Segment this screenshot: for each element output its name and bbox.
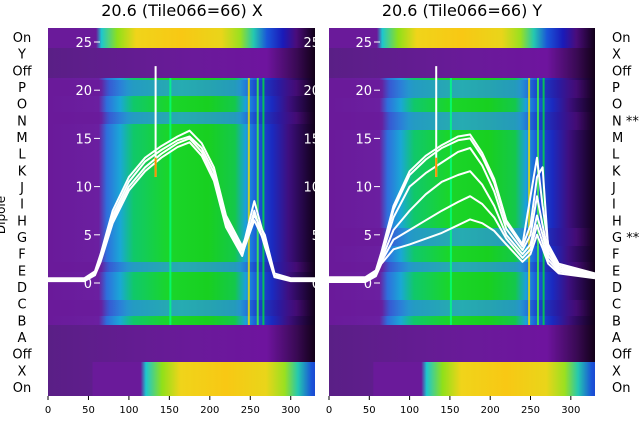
- dipole-label: Off: [612, 348, 632, 363]
- dipole-label: J: [611, 181, 616, 196]
- x-tick-label: 150: [440, 405, 459, 416]
- y-tick-label: 10: [355, 181, 372, 196]
- dipole-label: On: [612, 381, 630, 396]
- dipole-label: K: [612, 164, 621, 179]
- dipole-label: On: [13, 31, 31, 46]
- dipole-label: C: [612, 298, 621, 313]
- profile-line: [329, 218, 595, 283]
- x-tick-label: 200: [481, 405, 500, 416]
- y-tick-label: 15: [355, 132, 372, 147]
- y-tick-label: 25: [75, 36, 92, 51]
- x-tick-label: 100: [119, 405, 138, 416]
- dipole-label: L: [18, 148, 26, 163]
- dipole-label: O: [17, 98, 27, 113]
- x-tick-label: 250: [521, 405, 540, 416]
- dipole-label: Off: [612, 64, 632, 79]
- x-tick-label: 300: [281, 405, 300, 416]
- profile-line: [329, 137, 595, 280]
- y-tick-label: 5: [84, 229, 92, 244]
- y-tick-label-right: 15: [303, 132, 320, 147]
- y-tick-label-right: 10: [303, 181, 320, 196]
- dipole-label: A: [18, 331, 27, 346]
- y-tick-label: 20: [75, 84, 92, 99]
- dipole-label: M: [16, 131, 27, 146]
- panel-y-x-ticks: 0 50 100 150 200 250 300: [326, 396, 580, 416]
- x-tick-label: 50: [82, 405, 95, 416]
- dipole-label: E: [612, 264, 620, 279]
- x-tick-label: 200: [200, 405, 219, 416]
- x-tick-label: 0: [45, 405, 51, 416]
- dipole-label: E: [18, 264, 26, 279]
- y-tick-label: 0: [84, 277, 92, 292]
- panel-x-x-ticks: 0 50 100 150 200 250 300: [45, 396, 300, 416]
- dipole-label: C: [17, 298, 26, 313]
- dipole-label: Y: [17, 48, 26, 63]
- dipole-label: X: [18, 364, 27, 379]
- dipole-label: X: [612, 48, 621, 63]
- dipole-label: O: [612, 98, 622, 113]
- y-tick-label: 0: [364, 277, 372, 292]
- dipole-label: Off: [12, 64, 32, 79]
- profile-line: [48, 141, 315, 283]
- y-tick-label: 15: [75, 132, 92, 147]
- profile-line: [329, 195, 595, 283]
- x-tick-label: 300: [561, 405, 580, 416]
- dipole-label: X: [612, 364, 621, 379]
- dipole-label: L: [612, 148, 620, 163]
- y-tick-label-right: 5: [312, 229, 320, 244]
- x-tick-label: 50: [363, 405, 376, 416]
- dipole-label: N **: [612, 114, 639, 129]
- dipole-label: On: [612, 31, 630, 46]
- dipole-label: F: [612, 248, 619, 263]
- y-tick-label: 20: [355, 84, 372, 99]
- dipole-label: G **: [612, 231, 640, 246]
- dipole-label: D: [17, 281, 27, 296]
- x-tick-label: 250: [241, 405, 260, 416]
- profile-line: [48, 129, 315, 280]
- panel-y-title: 20.6 (Tile066=66) Y: [382, 1, 543, 20]
- dipole-label: G: [17, 231, 27, 246]
- dipole-label: B: [612, 314, 621, 329]
- dipole-label: P: [18, 81, 26, 96]
- dipole-label: J: [19, 181, 24, 196]
- panel-x-title: 20.6 (Tile066=66) X: [101, 1, 263, 20]
- panel-y-heatmap: 0 5 10 15 20 25: [329, 28, 595, 396]
- dipole-label: D: [612, 281, 622, 296]
- y-tick-label: 5: [364, 229, 372, 244]
- x-tick-label: 0: [326, 405, 332, 416]
- dipole-label: B: [18, 314, 27, 329]
- profile-line: [329, 170, 595, 282]
- dipole-label: H: [612, 214, 622, 229]
- dipole-label: Off: [12, 348, 32, 363]
- y-tick-label-right: 0: [312, 277, 320, 292]
- dipole-label: F: [18, 248, 25, 263]
- x-tick-label: 150: [160, 405, 179, 416]
- x-tick-label: 100: [400, 405, 419, 416]
- dipole-label: On: [13, 381, 31, 396]
- dipole-label: I: [20, 198, 24, 213]
- y-tick-label-right: 20: [303, 84, 320, 99]
- y-tick-label-right: 25: [303, 36, 320, 51]
- y-tick-label: 10: [75, 181, 92, 196]
- y-axis-label: Dipole: [0, 196, 8, 234]
- profile-line: [329, 147, 595, 281]
- panel-x-heatmap: 0 5 10 15 20 25: [48, 28, 315, 396]
- dipole-label: P: [612, 81, 620, 96]
- dipole-label: M: [612, 131, 623, 146]
- dipole-label: K: [18, 164, 27, 179]
- dipole-label: A: [612, 331, 621, 346]
- dipole-label: H: [17, 214, 27, 229]
- dipole-label: N: [17, 114, 27, 129]
- dipole-label: I: [612, 198, 616, 213]
- y-tick-label: 25: [355, 36, 372, 51]
